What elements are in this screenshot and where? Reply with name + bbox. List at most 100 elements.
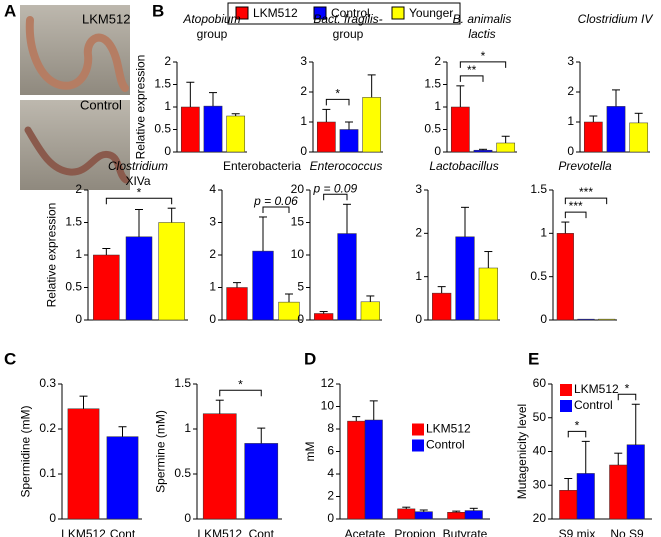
- bar: [93, 254, 120, 321]
- panel-label: C: [4, 349, 16, 368]
- y-tick-label: 0: [567, 144, 574, 158]
- bar: [360, 301, 380, 321]
- bar: [606, 106, 626, 153]
- y-tick-label: 2: [164, 54, 171, 68]
- significance-bracket: [105, 197, 173, 205]
- bar: [67, 408, 100, 520]
- x-tick-label: LKM512: [197, 527, 242, 537]
- significance-label: ***: [569, 199, 583, 213]
- bar: [598, 318, 616, 321]
- legend-label: Younger: [409, 6, 453, 20]
- y-tick-label: 2: [209, 247, 216, 261]
- bar: [559, 490, 578, 520]
- bar: [244, 443, 279, 520]
- significance-label: *: [137, 185, 142, 199]
- colon-shape: [25, 16, 129, 92]
- y-tick-label: 0.5: [424, 122, 441, 136]
- bar: [278, 301, 300, 321]
- y-tick-label: 0: [49, 511, 56, 525]
- y-tick-label: 1.5: [65, 215, 82, 229]
- bar: [473, 149, 493, 153]
- x-tick-label: Butyrate: [443, 527, 488, 537]
- bar: [180, 106, 200, 153]
- y-tick-label: 60: [533, 376, 547, 390]
- x-tick-label: S9 mix: [559, 527, 596, 537]
- y-tick-label: 0: [434, 144, 441, 158]
- legend-swatch: [391, 6, 405, 20]
- y-tick-label: 1.5: [174, 376, 191, 390]
- y-tick-label: 0.5: [530, 269, 547, 283]
- y-tick-label: 3: [567, 54, 574, 68]
- bar: [362, 97, 382, 153]
- bar: [609, 464, 628, 520]
- legend-label: LKM512: [426, 422, 471, 436]
- bar: [226, 287, 248, 321]
- y-tick-label: 50: [533, 410, 547, 424]
- significance-bracket: [459, 75, 484, 82]
- panel-label: E: [528, 349, 539, 368]
- bar: [432, 292, 452, 321]
- legend-swatch: [412, 423, 424, 436]
- y-axis-label: Spermine (mM): [154, 410, 168, 493]
- chart-title: Bact. fragilis-: [313, 12, 382, 26]
- y-tick-label: 10: [321, 399, 335, 413]
- bar: [626, 444, 645, 520]
- y-tick-label: 4: [209, 182, 216, 196]
- y-tick-label: 2: [300, 84, 307, 98]
- y-tick-label: 0.3: [39, 376, 56, 390]
- chart-title: Clostridium IV: [578, 12, 654, 26]
- bar: [226, 115, 246, 153]
- bar: [576, 473, 595, 520]
- chart-title: Enterococcus: [310, 159, 383, 173]
- y-tick-label: 8: [327, 421, 334, 435]
- legend-label: Control: [331, 6, 370, 20]
- significance-label: *: [481, 49, 486, 63]
- y-tick-label: 1.5: [154, 77, 171, 91]
- legend-swatch: [412, 439, 424, 452]
- bar: [202, 413, 237, 520]
- bar: [337, 233, 357, 321]
- bar: [397, 508, 416, 520]
- x-tick-label: No S9: [610, 527, 644, 537]
- chart-title: Clostridium: [108, 159, 168, 173]
- y-tick-label: 0: [540, 312, 547, 326]
- y-axis-label: Relative expression: [134, 55, 148, 160]
- y-tick-label: 3: [415, 182, 422, 196]
- bar: [314, 313, 334, 321]
- y-tick-label: 0.2: [39, 421, 56, 435]
- chart-title: Lactobacillus: [429, 159, 498, 173]
- y-tick-label: 0.1: [39, 466, 56, 480]
- y-tick-label: 15: [291, 215, 305, 229]
- significance-bracket: [459, 61, 507, 68]
- bar: [450, 106, 470, 153]
- significance-bracket: [219, 389, 262, 397]
- y-tick-label: 0.5: [154, 122, 171, 136]
- significance-bracket: [323, 193, 348, 201]
- significance-bracket: [567, 430, 587, 438]
- x-tick-label: LKM512: [61, 527, 106, 537]
- y-tick-label: 0: [415, 312, 422, 326]
- significance-label: *: [238, 377, 243, 391]
- bar: [316, 121, 336, 153]
- y-tick-label: 0: [327, 511, 334, 525]
- y-axis-label: Mutagenicity level: [515, 404, 529, 499]
- significance-label: *: [335, 87, 340, 101]
- bar: [455, 236, 475, 321]
- x-tick-label: Acetate: [345, 527, 386, 537]
- bar: [447, 512, 466, 520]
- y-tick-label: 20: [533, 511, 547, 525]
- panel-label: A: [4, 1, 16, 20]
- significance-label: p = 0.09: [312, 181, 357, 195]
- y-tick-label: 0: [184, 511, 191, 525]
- y-tick-label: 40: [533, 444, 547, 458]
- y-tick-label: 1: [567, 114, 574, 128]
- y-tick-label: 1: [415, 269, 422, 283]
- panel-label: D: [304, 349, 316, 368]
- legend-swatch: [235, 6, 249, 20]
- legend-label: LKM512: [253, 6, 298, 20]
- y-tick-label: 12: [321, 376, 335, 390]
- significance-bracket: [617, 393, 637, 401]
- significance-label: p = 0.06: [253, 194, 298, 208]
- y-tick-label: 2: [415, 226, 422, 240]
